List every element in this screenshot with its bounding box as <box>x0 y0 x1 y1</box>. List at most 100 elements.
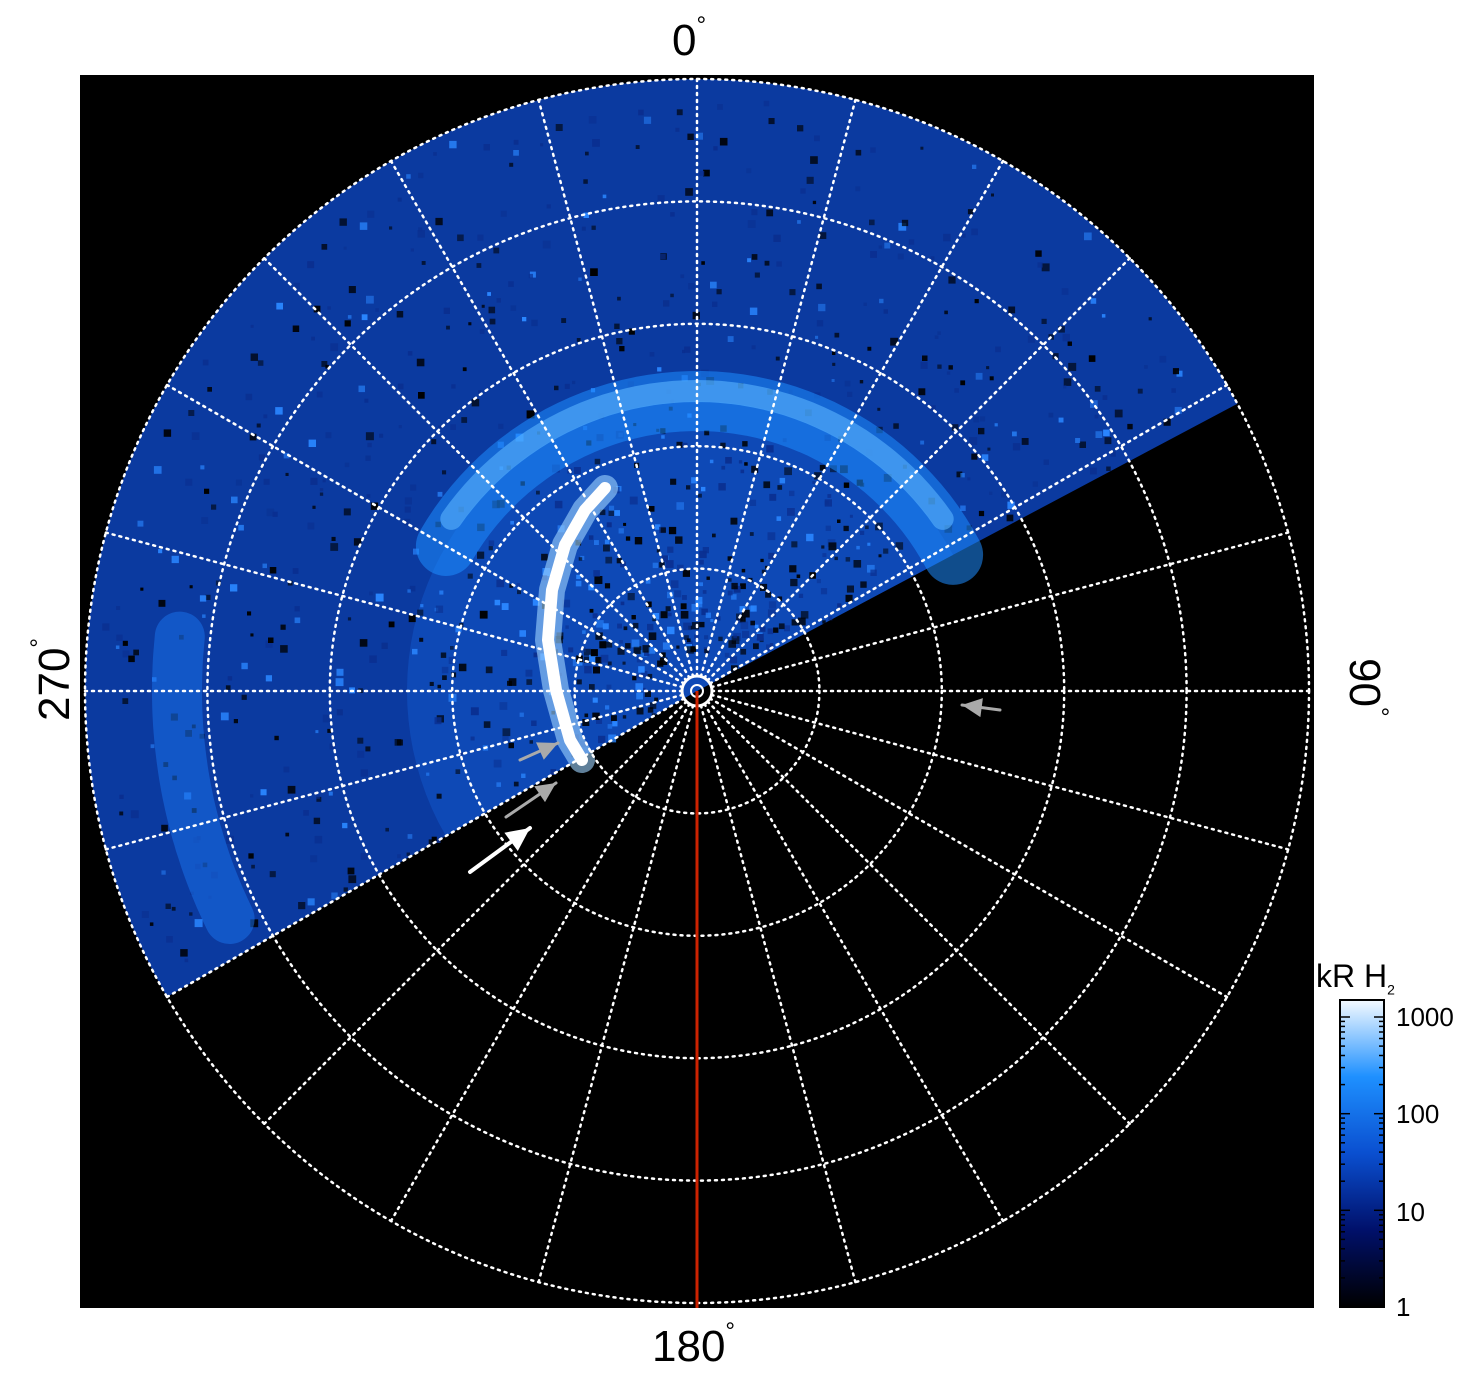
noise-pixel <box>632 676 637 681</box>
noise-pixel <box>578 277 582 281</box>
noise-pixel <box>115 645 120 649</box>
noise-pixel <box>657 195 665 203</box>
noise-pixel <box>724 652 730 658</box>
noise-pixel <box>920 440 925 445</box>
noise-pixel <box>1008 306 1016 314</box>
noise-pixel <box>161 824 168 832</box>
noise-pixel <box>634 537 643 545</box>
noise-pixel <box>467 573 473 579</box>
noise-pixel <box>844 380 851 387</box>
noise-pixel <box>725 457 732 464</box>
noise-pixel <box>582 719 590 726</box>
noise-pixel <box>661 555 669 562</box>
noise-pixel <box>675 536 683 544</box>
noise-pixel <box>960 505 966 511</box>
noise-pixel <box>435 605 444 613</box>
noise-pixel <box>649 702 657 709</box>
noise-pixel <box>554 500 563 509</box>
noise-pixel <box>860 581 867 588</box>
noise-pixel <box>1079 441 1086 448</box>
noise-pixel <box>331 536 336 541</box>
noise-pixel <box>773 234 781 242</box>
noise-pixel <box>845 594 853 602</box>
noise-pixel <box>576 679 582 685</box>
noise-pixel <box>502 736 509 743</box>
noise-pixel <box>1075 438 1081 443</box>
noise-pixel <box>116 606 121 610</box>
noise-pixel <box>379 433 384 438</box>
noise-pixel <box>883 309 888 314</box>
noise-pixel <box>500 210 507 217</box>
noise-pixel <box>314 835 323 844</box>
noise-pixel <box>501 649 508 656</box>
noise-pixel <box>731 636 740 644</box>
noise-pixel <box>205 594 211 600</box>
noise-pixel <box>287 785 296 794</box>
noise-pixel <box>327 306 331 310</box>
noise-pixel <box>428 839 435 845</box>
noise-pixel <box>767 609 776 618</box>
noise-pixel <box>594 540 599 545</box>
noise-pixel <box>407 351 413 356</box>
noise-pixel <box>750 605 757 612</box>
noise-pixel <box>1088 355 1096 362</box>
noise-pixel <box>702 547 709 554</box>
noise-pixel <box>250 794 254 798</box>
colorbar-tick-label-10: 10 <box>1396 1197 1425 1227</box>
noise-pixel <box>204 488 210 494</box>
noise-pixel <box>686 640 693 647</box>
noise-pixel <box>461 417 468 423</box>
noise-pixel <box>855 149 862 156</box>
noise-pixel <box>590 268 598 276</box>
noise-pixel <box>768 118 775 125</box>
noise-pixel <box>685 188 693 196</box>
noise-pixel <box>446 325 450 330</box>
noise-pixel <box>812 200 817 205</box>
noise-pixel <box>665 606 671 612</box>
noise-pixel <box>468 322 472 326</box>
noise-pixel <box>555 124 563 131</box>
noise-pixel <box>622 715 627 719</box>
noise-pixel <box>513 139 519 145</box>
noise-pixel <box>319 488 324 492</box>
noise-pixel <box>598 735 606 744</box>
noise-pixel <box>188 410 195 416</box>
noise-pixel <box>779 477 786 484</box>
noise-pixel <box>508 678 517 686</box>
noise-pixel <box>434 717 442 725</box>
noise-pixel <box>870 251 877 258</box>
noise-pixel <box>763 100 770 107</box>
colorbar-tick-label-1000: 1000 <box>1396 1002 1454 1032</box>
noise-pixel <box>171 906 176 911</box>
noise-pixel <box>521 773 526 778</box>
noise-pixel <box>130 810 139 819</box>
main-auroral-oval <box>152 370 984 944</box>
noise-pixel <box>572 380 576 385</box>
noise-pixel <box>691 477 698 484</box>
noise-pixel <box>562 599 571 608</box>
noise-pixel <box>307 261 315 269</box>
noise-pixel <box>330 343 339 352</box>
noise-pixel <box>359 639 368 647</box>
noise-pixel <box>680 611 689 619</box>
noise-pixel <box>660 254 666 260</box>
noise-pixel <box>202 614 206 618</box>
noise-pixel <box>596 717 603 724</box>
noise-pixel <box>441 666 449 674</box>
noise-pixel <box>628 328 635 335</box>
noise-pixel <box>797 125 804 132</box>
noise-pixel <box>740 616 746 623</box>
noise-pixel <box>589 608 594 613</box>
noise-pixel <box>1041 318 1047 324</box>
noise-pixel <box>590 649 598 657</box>
noise-pixel <box>625 643 631 649</box>
noise-pixel <box>262 563 267 569</box>
noise-pixel <box>920 146 924 150</box>
noise-pixel <box>749 499 757 506</box>
noise-pixel <box>293 282 300 290</box>
noise-pixel <box>483 721 491 728</box>
noise-pixel <box>509 162 514 167</box>
noise-pixel <box>1148 317 1152 321</box>
grid-meridian <box>389 702 691 1223</box>
noise-pixel <box>493 247 500 254</box>
